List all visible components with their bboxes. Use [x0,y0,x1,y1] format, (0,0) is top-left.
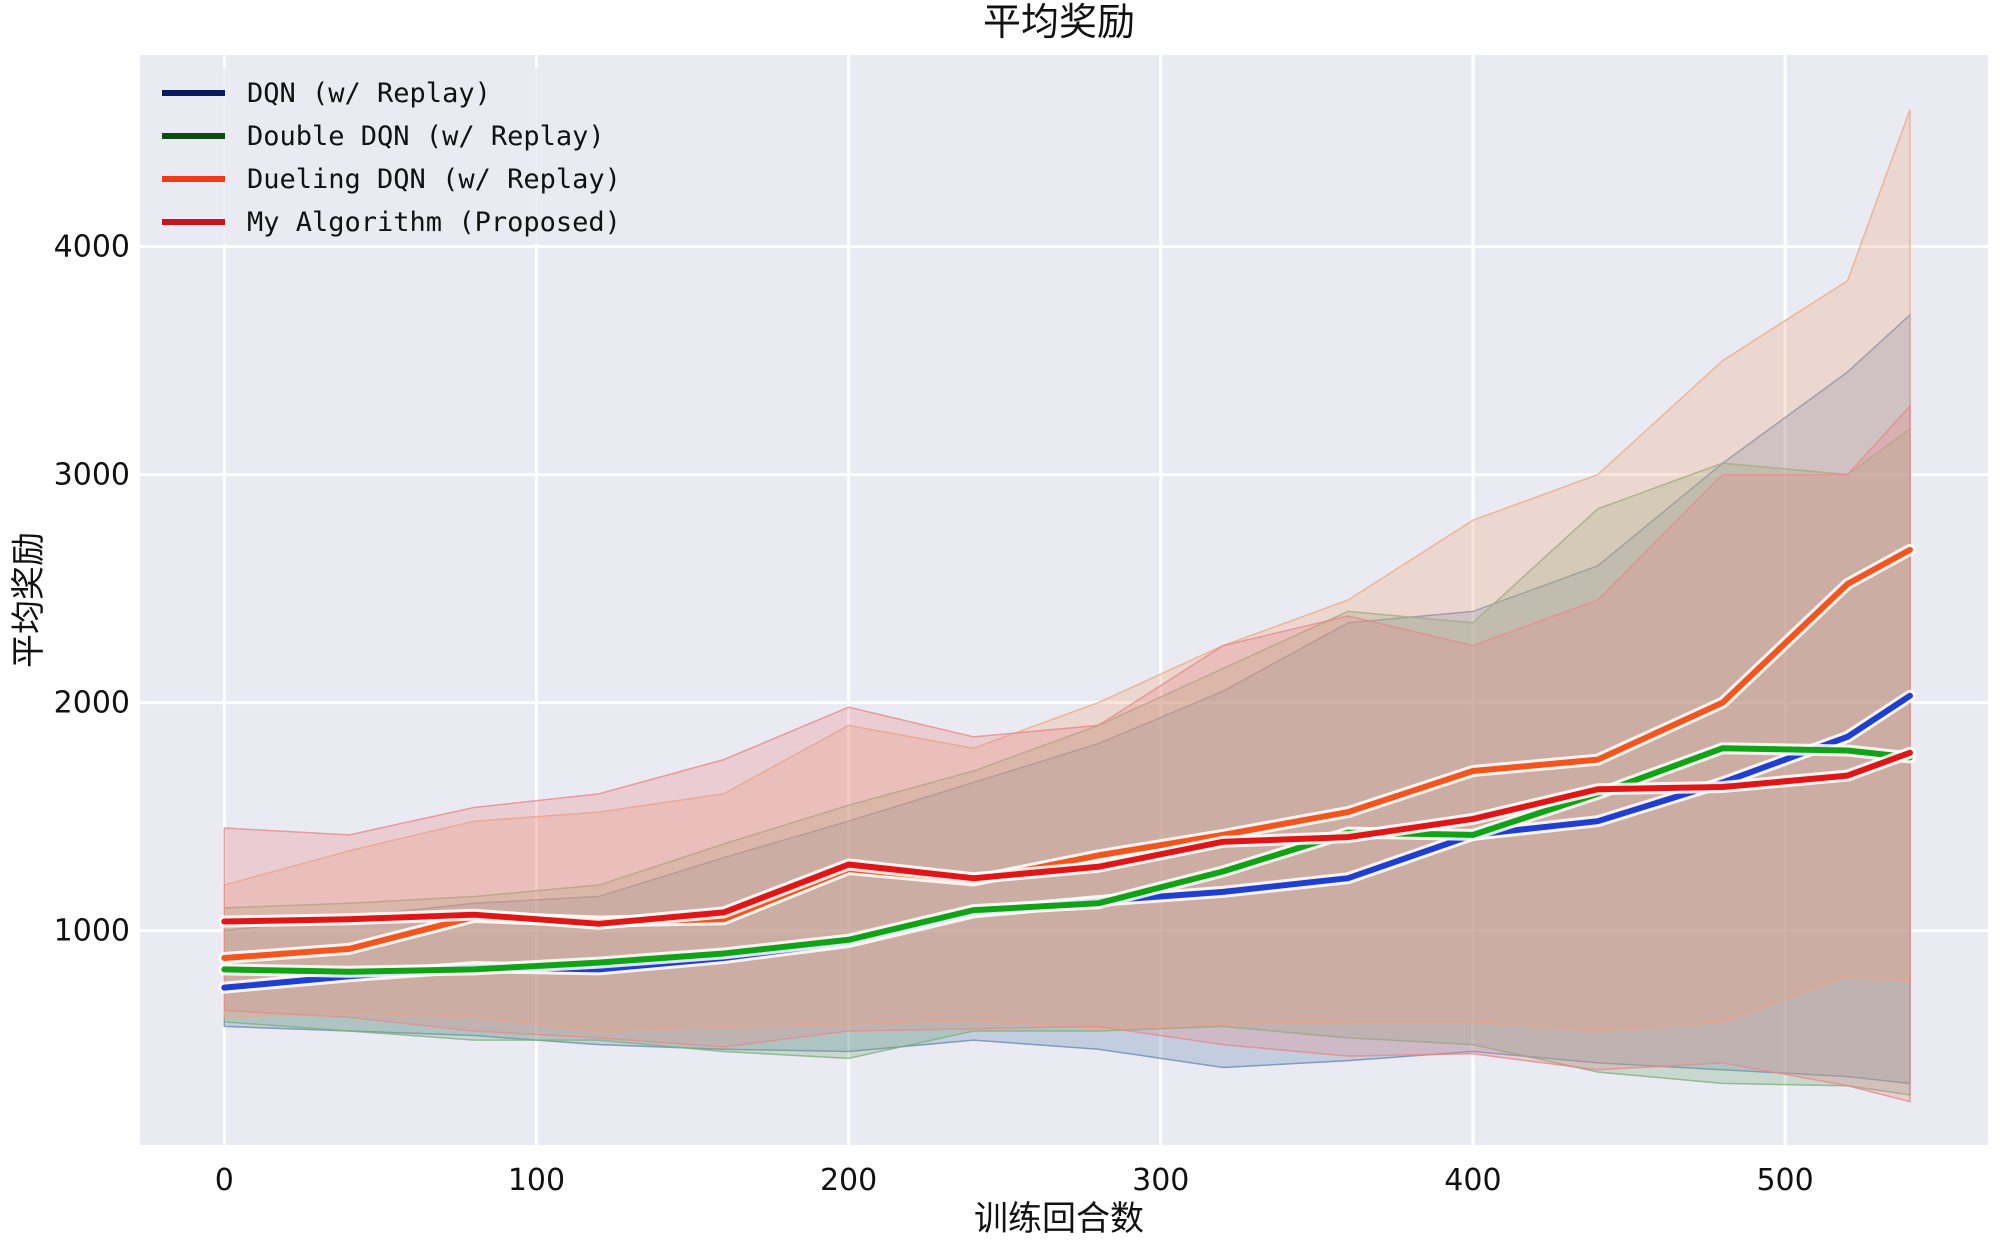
gridlines [140,55,1988,1145]
line-my-algorithm-proposed [221,749,1913,927]
legend-label-dueling-dqn: Dueling DQN (w/ Replay) [247,164,621,195]
legend-box [150,68,600,244]
y-axis-title: 平均奖励 [9,532,49,668]
x-axis-ticks: 0 100 200 300 400 500 [215,1163,1814,1198]
y-tick-label-4000: 4000 [54,230,130,265]
chart-title: 平均奖励 [983,0,1135,44]
x-tick-label-400: 400 [1444,1163,1501,1198]
legend-label-my-algorithm: My Algorithm (Proposed) [247,207,621,238]
x-tick-label-500: 500 [1756,1163,1813,1198]
legend: DQN (w/ Replay) Double DQN (w/ Replay) D… [150,68,621,244]
x-tick-label-100: 100 [508,1163,565,1198]
line-double-dqn-w-replay [221,745,1913,975]
legend-label-dqn: DQN (w/ Replay) [247,78,491,109]
legend-label-double-dqn: Double DQN (w/ Replay) [247,121,605,152]
x-tick-label-0: 0 [215,1163,234,1198]
band-my-algorithm-proposed [223,404,1911,1103]
y-tick-label-2000: 2000 [54,686,130,721]
x-tick-label-300: 300 [1132,1163,1189,1198]
mean-lines [218,543,1916,994]
y-tick-label-3000: 3000 [54,458,130,493]
x-axis-title: 训练回合数 [974,1199,1144,1239]
x-tick-label-200: 200 [820,1163,877,1198]
y-axis-ticks: 1000 2000 3000 4000 [54,230,130,949]
y-tick-label-1000: 1000 [54,914,130,949]
confidence-bands [223,109,1911,1103]
